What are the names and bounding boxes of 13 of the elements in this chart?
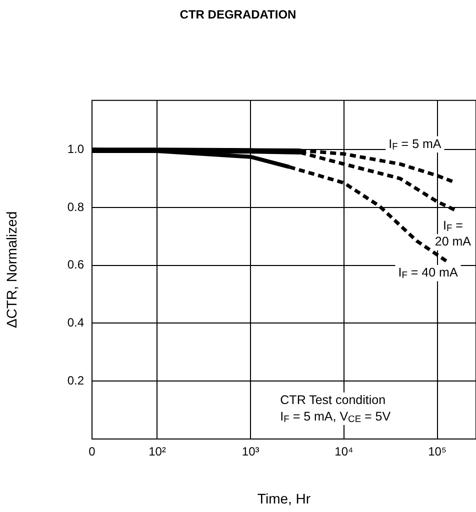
y-tick-label: 0.6 xyxy=(67,258,84,272)
x-tick-label: 10⁴ xyxy=(334,444,354,459)
y-axis-title: ΔCTR, Normalized xyxy=(3,211,20,328)
x-tick-label: 10⁵ xyxy=(428,444,446,459)
y-tick-label: 0.8 xyxy=(67,200,84,214)
x-tick-label: 10³ xyxy=(242,444,260,459)
x-tick-label: 0 xyxy=(88,444,96,459)
x-axis-title: Time, Hr xyxy=(257,490,311,506)
y-tick-label: 0.2 xyxy=(67,373,84,388)
chart-title: CTR DEGRADATION xyxy=(180,8,296,22)
y-tick-label: 0.4 xyxy=(67,316,84,330)
x-tick-label: 10² xyxy=(148,444,166,459)
y-tick-label: 1.0 xyxy=(67,142,84,156)
